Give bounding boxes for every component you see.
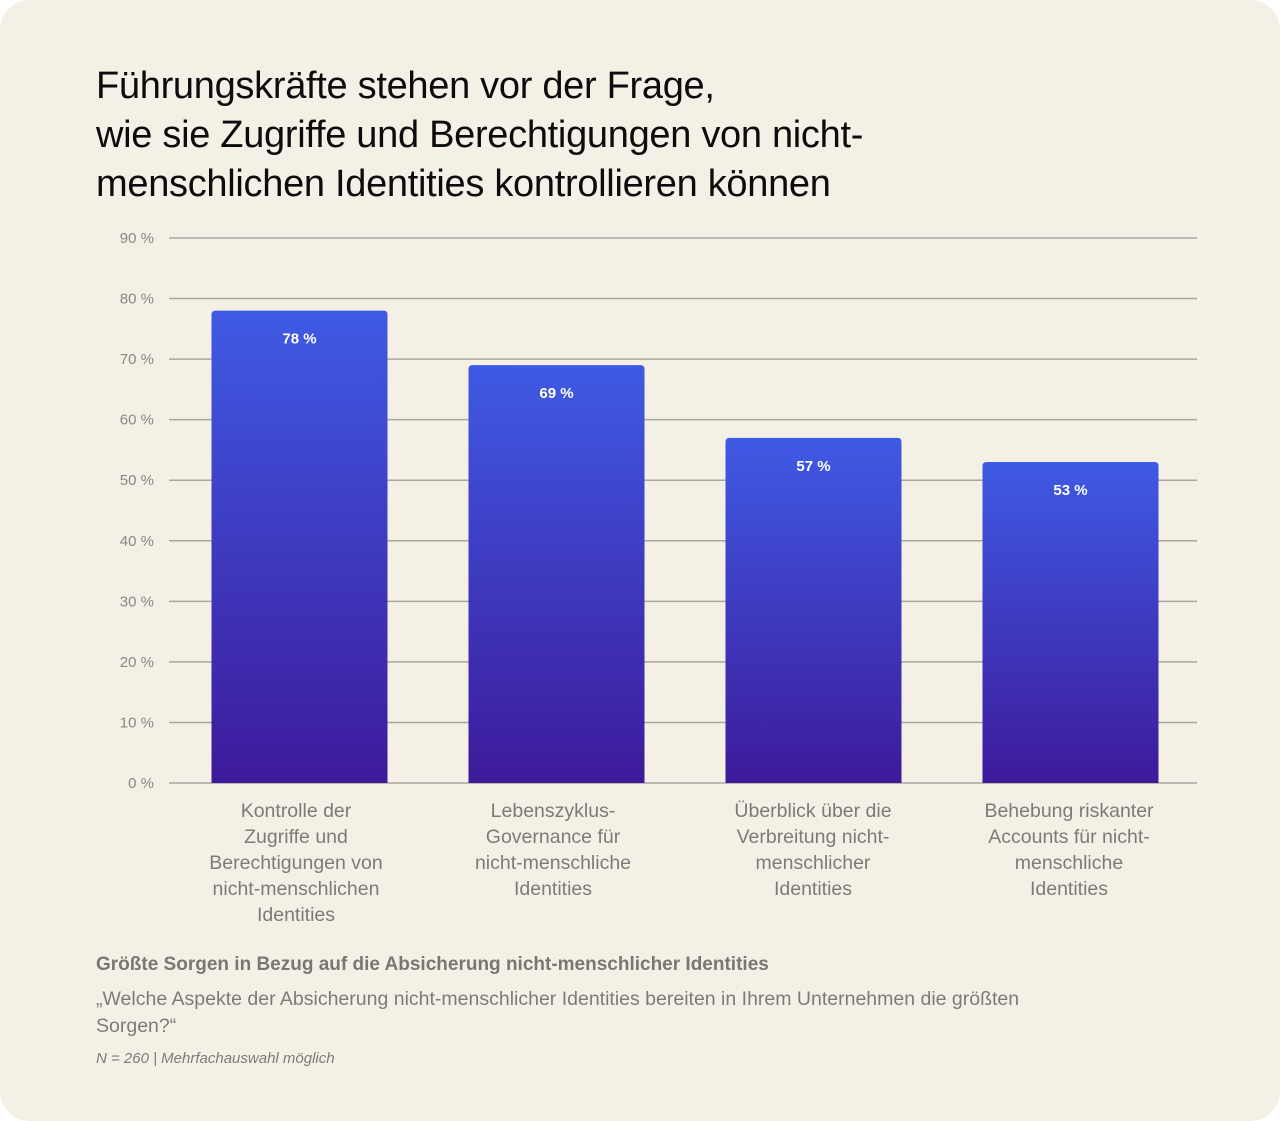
data-label: 57 % (796, 458, 830, 475)
y-tick-label: 50 % (120, 472, 154, 489)
bar (725, 437, 902, 783)
sample-note: N = 260 | Mehrfachauswahl möglich (96, 1050, 335, 1067)
data-label: 53 % (1053, 482, 1087, 499)
title-line: Führungskräfte stehen vor der Frage, (96, 65, 715, 107)
y-tick-label: 90 % (120, 230, 154, 247)
title-line: menschlichen Identities kontrollieren kö… (96, 163, 831, 205)
bar (468, 365, 645, 783)
x-tick-label-0: Kontrolle der Zugriffe und Berechtigunge… (176, 798, 416, 928)
y-axis-ticks: 0 % 10 % 20 % 30 % 40 % 50 % 60 % 70 % 80 % 90 % (120, 230, 154, 792)
y-tick-label: 0 % (128, 775, 154, 792)
bar (211, 310, 388, 783)
x-tick-line: Kontrolle der (240, 800, 352, 822)
x-tick-label-3: Behebung riskanter Accounts für nicht- m… (949, 798, 1189, 902)
question-line: Sorgen?“ (96, 1015, 177, 1037)
data-labels: 78 % 69 % 57 % 53 % (282, 331, 1087, 499)
chart-subtitle: Größte Sorgen in Bezug auf die Absicheru… (96, 954, 769, 975)
x-tick-line: Behebung riskanter (984, 800, 1154, 822)
y-tick-label: 70 % (120, 351, 154, 368)
x-tick-line: menschliche (1014, 852, 1124, 874)
x-tick-line: Identities (513, 878, 593, 900)
y-tick-label: 80 % (120, 291, 154, 308)
x-tick-line: nicht-menschlichen (212, 878, 380, 900)
bar-chart: 0 %10 %20 %30 %40 %50 %60 %70 %80 %90 % … (120, 230, 1197, 792)
x-tick-line: menschlicher (755, 852, 871, 874)
chart-title: Führungskräfte stehen vor der Frage, wie… (96, 62, 1096, 209)
x-tick-line: Überblick über die (734, 800, 892, 822)
y-tick-label: 30 % (120, 593, 154, 610)
question-line: „Welche Aspekte der Absicherung nicht-me… (96, 988, 1020, 1010)
x-tick-line: Lebenszyklus- (490, 800, 616, 822)
bars (211, 310, 1159, 783)
x-tick-line: Governance für (485, 826, 621, 848)
x-tick-label-2: Überblick über die Verbreitung nicht- me… (693, 798, 933, 902)
y-tick-label: 60 % (120, 412, 154, 429)
data-label: 69 % (539, 385, 573, 402)
x-tick-line: Verbreitung nicht- (736, 826, 890, 848)
x-tick-line: Identities (256, 904, 336, 926)
y-tick-label: 40 % (120, 533, 154, 550)
bar (982, 462, 1159, 783)
y-tick-label: 10 % (120, 714, 154, 731)
x-tick-line: Identities (1029, 878, 1109, 900)
x-tick-label-1: Lebenszyklus- Governance für nicht-mensc… (433, 798, 673, 902)
x-tick-line: nicht-menschliche (474, 852, 632, 874)
survey-question: „Welche Aspekte der Absicherung nicht-me… (96, 986, 1186, 1040)
x-tick-line: Accounts für nicht- (988, 826, 1150, 848)
title-line: wie sie Zugriffe und Berechtigungen von … (96, 114, 864, 156)
y-tick-label: 20 % (120, 654, 154, 671)
x-tick-line: Identities (773, 878, 853, 900)
x-tick-line: Zugriffe und (244, 826, 348, 848)
x-tick-line: Berechtigungen von (209, 852, 383, 874)
data-label: 78 % (282, 331, 316, 348)
